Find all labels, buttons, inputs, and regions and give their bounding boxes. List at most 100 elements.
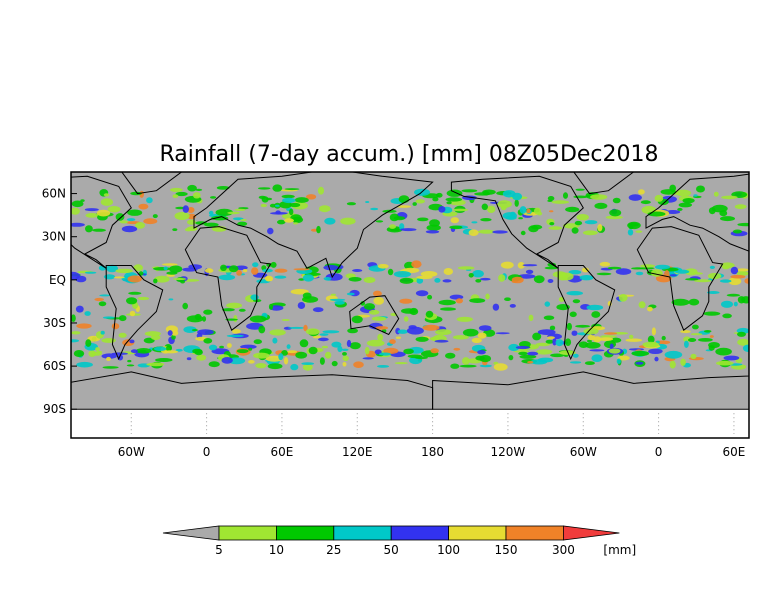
rain-cell [589,349,605,352]
rain-cell [581,267,590,273]
rain-cell [265,197,273,201]
rain-cell [85,339,92,347]
rain-cell [71,331,81,335]
colorbar-segment [390,525,450,541]
rain-cell [664,350,683,359]
rain-cell [468,229,479,236]
rain-cell [377,264,389,269]
rain-cell [172,194,179,199]
coastline-south-america [105,265,164,361]
rain-cell [528,314,534,321]
rain-cell [258,195,267,199]
rain-cell [682,198,695,204]
coastline-antarctica [71,371,434,410]
rain-cell [195,221,208,225]
rain-cell [399,298,413,304]
rain-cell [631,350,650,357]
rain-cell [253,339,262,345]
rain-cell [453,347,461,351]
rain-cell [449,225,463,230]
rain-cell [678,202,692,208]
rain-cell [412,202,417,206]
rain-cell [100,330,105,335]
rain-cell [102,366,119,369]
rain-cell [728,277,742,286]
rain-cell [323,264,339,271]
rain-cell [665,210,681,214]
rain-cell [186,315,204,323]
rain-cell [452,335,469,340]
rain-cell [272,184,283,192]
rain-cell [415,290,429,297]
rain-cell [517,262,525,269]
rain-cell [604,332,618,335]
rain-cell [165,345,172,352]
rain-cell [238,308,246,312]
rain-cell [71,271,80,280]
colorbar-low-triangle [162,525,220,541]
rain-cell [163,266,168,271]
rain-cell [726,293,741,297]
rain-cell [138,203,149,210]
rain-cell [654,356,659,362]
rain-cell [316,225,321,234]
rain-cell [527,351,539,356]
rain-cell [210,196,217,199]
rain-cell [262,268,273,273]
rain-cell [234,208,246,211]
x-tick-label: 0 [203,445,211,459]
rain-cell [400,228,417,232]
rain-cell [342,355,349,362]
rain-cell [115,268,133,274]
rain-cell [587,339,592,343]
rain-cell [525,269,534,274]
rain-cell [220,264,227,271]
rain-cell [445,352,456,359]
rain-cell [693,194,698,197]
rain-cell [172,228,178,232]
rain-cell [533,207,541,215]
rain-cell [545,339,554,344]
rain-cell [737,296,746,304]
coastline-europe-asia [645,173,749,253]
rain-cell [477,332,487,339]
rain-cell [250,294,259,301]
rain-cell [341,348,349,351]
rain-cell [713,191,719,197]
rain-cell [191,329,198,332]
rain-cell [85,225,93,233]
rain-cell [550,353,565,358]
rain-cell [182,205,189,213]
rain-cell [153,278,158,284]
rain-cell [184,228,192,232]
rain-cell [242,269,248,273]
rain-cell [568,270,582,275]
rain-cell [547,196,555,201]
x-tick-label: 0 [655,445,663,459]
rain-cell [322,330,340,334]
rain-cell [393,216,406,221]
rain-cell [208,210,214,216]
rain-cell [537,329,556,335]
rain-cell [71,339,80,343]
rain-cell [719,279,732,283]
rain-cell [647,335,655,344]
rain-cell [281,194,295,199]
rain-cell [106,356,111,361]
rain-cell [226,334,244,338]
rain-cell [628,225,634,230]
rain-cell [425,310,434,318]
rain-cell [187,219,196,225]
rain-cell [373,290,382,297]
rain-cell [196,354,207,361]
rain-cell [616,358,621,364]
rain-cell [251,267,259,275]
colorbar-segment [448,525,507,541]
rain-cell [175,191,188,197]
coastline-africa [184,226,272,331]
rain-cell [715,347,732,356]
rain-cell [349,342,361,350]
rain-cell [517,274,536,279]
rain-cell [597,224,603,232]
rain-cell [389,224,396,229]
